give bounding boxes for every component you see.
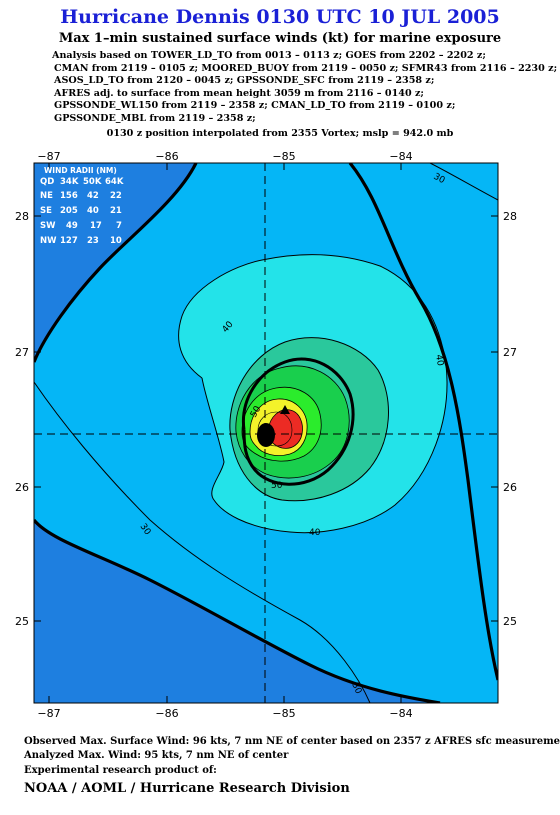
radii-cell: 127: [60, 236, 78, 246]
wind-contour-bands: 30 40 40 40 50 50 30 30: [34, 163, 498, 703]
lon-tick-label: −85: [272, 150, 295, 163]
lon-tick-label: −84: [389, 150, 412, 163]
radii-cell: NE: [40, 191, 53, 201]
axis-tick-marks: [34, 163, 498, 703]
radii-header-cell: 34K: [60, 177, 79, 187]
analysis-line: AFRES adj. to surface from mean height 3…: [54, 87, 424, 99]
radii-cell: 17: [90, 221, 102, 231]
contour-label: 30: [432, 172, 447, 186]
lon-tick-label: −87: [37, 707, 60, 720]
map-subtitle: Max 1–min sustained surface winds (kt) f…: [58, 31, 502, 46]
wind-radii-row: NW 127 23 10: [40, 236, 122, 246]
analyzed-max-wind: Analyzed Max. Wind: 95 kts, 7 nm NE of c…: [24, 750, 289, 761]
radii-cell: NW: [40, 236, 57, 246]
lat-tick-label: 26: [503, 481, 517, 494]
lon-tick-label: −86: [155, 707, 178, 720]
analysis-line: ASOS_LD_TO from 2120 – 0045 z; GPSSONDE_…: [54, 75, 435, 87]
contour-label: 40: [433, 354, 445, 367]
lat-tick-label: 28: [503, 210, 517, 223]
radii-cell: SW: [40, 221, 56, 231]
lat-tick-label: 27: [503, 346, 517, 359]
radii-cell: 22: [110, 191, 122, 201]
experimental-note: Experimental research product of:: [24, 765, 217, 776]
longitude-labels-bottom: −87 −86 −85 −84: [37, 707, 412, 720]
radii-cell: 205: [60, 206, 78, 216]
analysis-line: CMAN from 2119 – 0105 z; MOORED_BUOY fro…: [54, 62, 558, 74]
lat-tick-label: 26: [15, 481, 29, 494]
lat-tick-label: 25: [15, 615, 29, 628]
radii-cell: 156: [60, 191, 78, 201]
radii-header-cell: 64K: [105, 177, 124, 187]
radii-header-cell: QD: [40, 177, 54, 187]
analysis-line: Analysis based on TOWER_LD_TO from 0013 …: [52, 50, 486, 61]
radii-cell: 7: [116, 221, 122, 231]
map-title: Hurricane Dennis 0130 UTC 10 JUL 2005: [60, 6, 500, 28]
wind-radii-header: QD 34K 50K 64K: [40, 177, 124, 187]
lon-tick-label: −84: [389, 707, 412, 720]
analysis-line: GPSSONDE_MBL from 2119 – 2358 z;: [54, 112, 256, 124]
radii-cell: 49: [66, 221, 78, 231]
wind-radii-row: SW 49 17 7: [40, 221, 122, 231]
contour-label: 40: [309, 528, 321, 538]
isotach-lines: [34, 163, 498, 703]
radii-cell: 42: [87, 191, 99, 201]
contour-label: 50: [271, 481, 283, 491]
contour-label: 30: [349, 681, 363, 696]
storm-center-marker: [257, 423, 275, 447]
observed-max-wind: Observed Max. Surface Wind: 96 kts, 7 nm…: [24, 736, 560, 747]
radii-cell: SE: [40, 206, 52, 216]
max-wind-marker: [280, 405, 290, 414]
radii-cell: 21: [110, 206, 122, 216]
wind-radii-row: SE 205 40 21: [40, 206, 122, 216]
latitude-labels-right: 28 27 26 25: [503, 210, 517, 628]
wind-radii-row: NE 156 42 22: [40, 191, 122, 201]
latitude-labels-left: 28 27 26 25: [15, 210, 29, 628]
lat-tick-label: 27: [15, 346, 29, 359]
position-note: 0130 z position interpolated from 2355 V…: [106, 128, 454, 139]
map-frame: [33, 162, 499, 704]
analysis-line: GPSSONDE_WL150 from 2119 – 2358 z; CMAN_…: [54, 100, 456, 112]
radii-cell: 10: [110, 236, 122, 246]
analysis-sources: Analysis based on TOWER_LD_TO from 0013 …: [52, 50, 557, 126]
radii-cell: 40: [87, 206, 99, 216]
wind-radii-table: WIND RADII (NM) QD 34K 50K 64K NE 156 42…: [40, 166, 124, 246]
center-crosshair: [34, 163, 498, 703]
band-90-plus: [268, 409, 303, 449]
lon-tick-label: −85: [272, 707, 295, 720]
lon-tick-label: −87: [37, 150, 60, 163]
lat-tick-label: 25: [503, 615, 517, 628]
radii-cell: 23: [87, 236, 99, 246]
lon-tick-label: −86: [155, 150, 178, 163]
wind-radii-title: WIND RADII (NM): [44, 166, 117, 175]
lat-tick-label: 28: [15, 210, 29, 223]
longitude-labels-top: −87 −86 −85 −84: [37, 150, 412, 163]
radii-header-cell: 50K: [83, 177, 102, 187]
organization-credit: NOAA / AOML / Hurricane Research Divisio…: [24, 781, 350, 796]
